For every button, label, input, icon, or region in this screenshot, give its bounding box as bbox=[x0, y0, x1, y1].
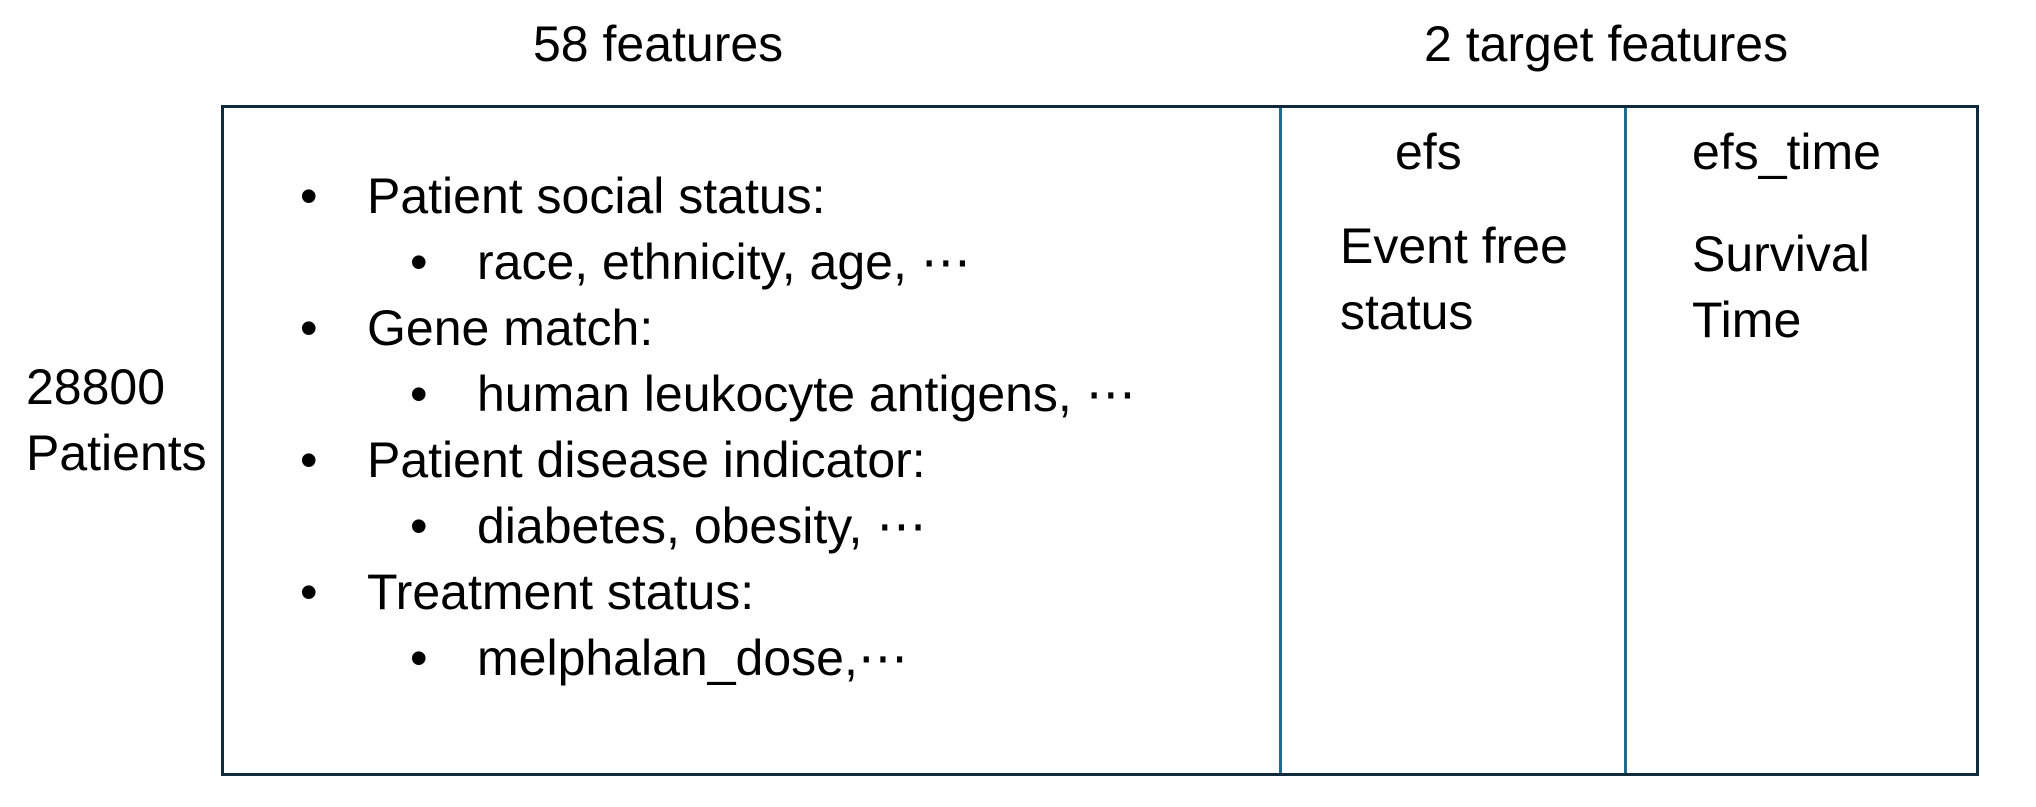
bullet-icon: • bbox=[410, 630, 428, 686]
target-features-header: 2 target features bbox=[1424, 16, 1789, 72]
target-efs-description: status bbox=[1340, 284, 1474, 340]
feature-group-detail: human leukocyte antigens, ⋯ bbox=[477, 366, 1136, 422]
data-table-box bbox=[221, 105, 1979, 776]
target-column-divider bbox=[1624, 108, 1627, 773]
target-efs-time-description: Time bbox=[1692, 292, 1802, 348]
feature-target-divider bbox=[1279, 108, 1282, 773]
bullet-icon: • bbox=[410, 366, 428, 422]
feature-group-detail: diabetes, obesity, ⋯ bbox=[477, 498, 927, 554]
bullet-icon: • bbox=[410, 498, 428, 554]
bullet-icon: • bbox=[300, 300, 318, 356]
feature-group-title: Patient disease indicator: bbox=[367, 432, 926, 488]
target-efs-name: efs bbox=[1395, 124, 1462, 180]
patients-label: Patients bbox=[26, 425, 207, 481]
bullet-icon: • bbox=[300, 168, 318, 224]
target-efs-time-name: efs_time bbox=[1692, 124, 1881, 180]
bullet-icon: • bbox=[300, 432, 318, 488]
feature-group-title: Treatment status: bbox=[367, 564, 755, 620]
feature-group-detail: race, ethnicity, age, ⋯ bbox=[477, 234, 971, 290]
bullet-icon: • bbox=[410, 234, 428, 290]
features-header: 58 features bbox=[533, 16, 784, 72]
target-efs-time-description: Survival bbox=[1692, 226, 1870, 282]
feature-group-title: Gene match: bbox=[367, 300, 654, 356]
feature-group-detail: melphalan_dose,⋯ bbox=[477, 630, 908, 686]
patient-count: 28800 bbox=[26, 359, 166, 415]
feature-group-title: Patient social status: bbox=[367, 168, 826, 224]
bullet-icon: • bbox=[300, 564, 318, 620]
target-efs-description: Event free bbox=[1340, 218, 1568, 274]
